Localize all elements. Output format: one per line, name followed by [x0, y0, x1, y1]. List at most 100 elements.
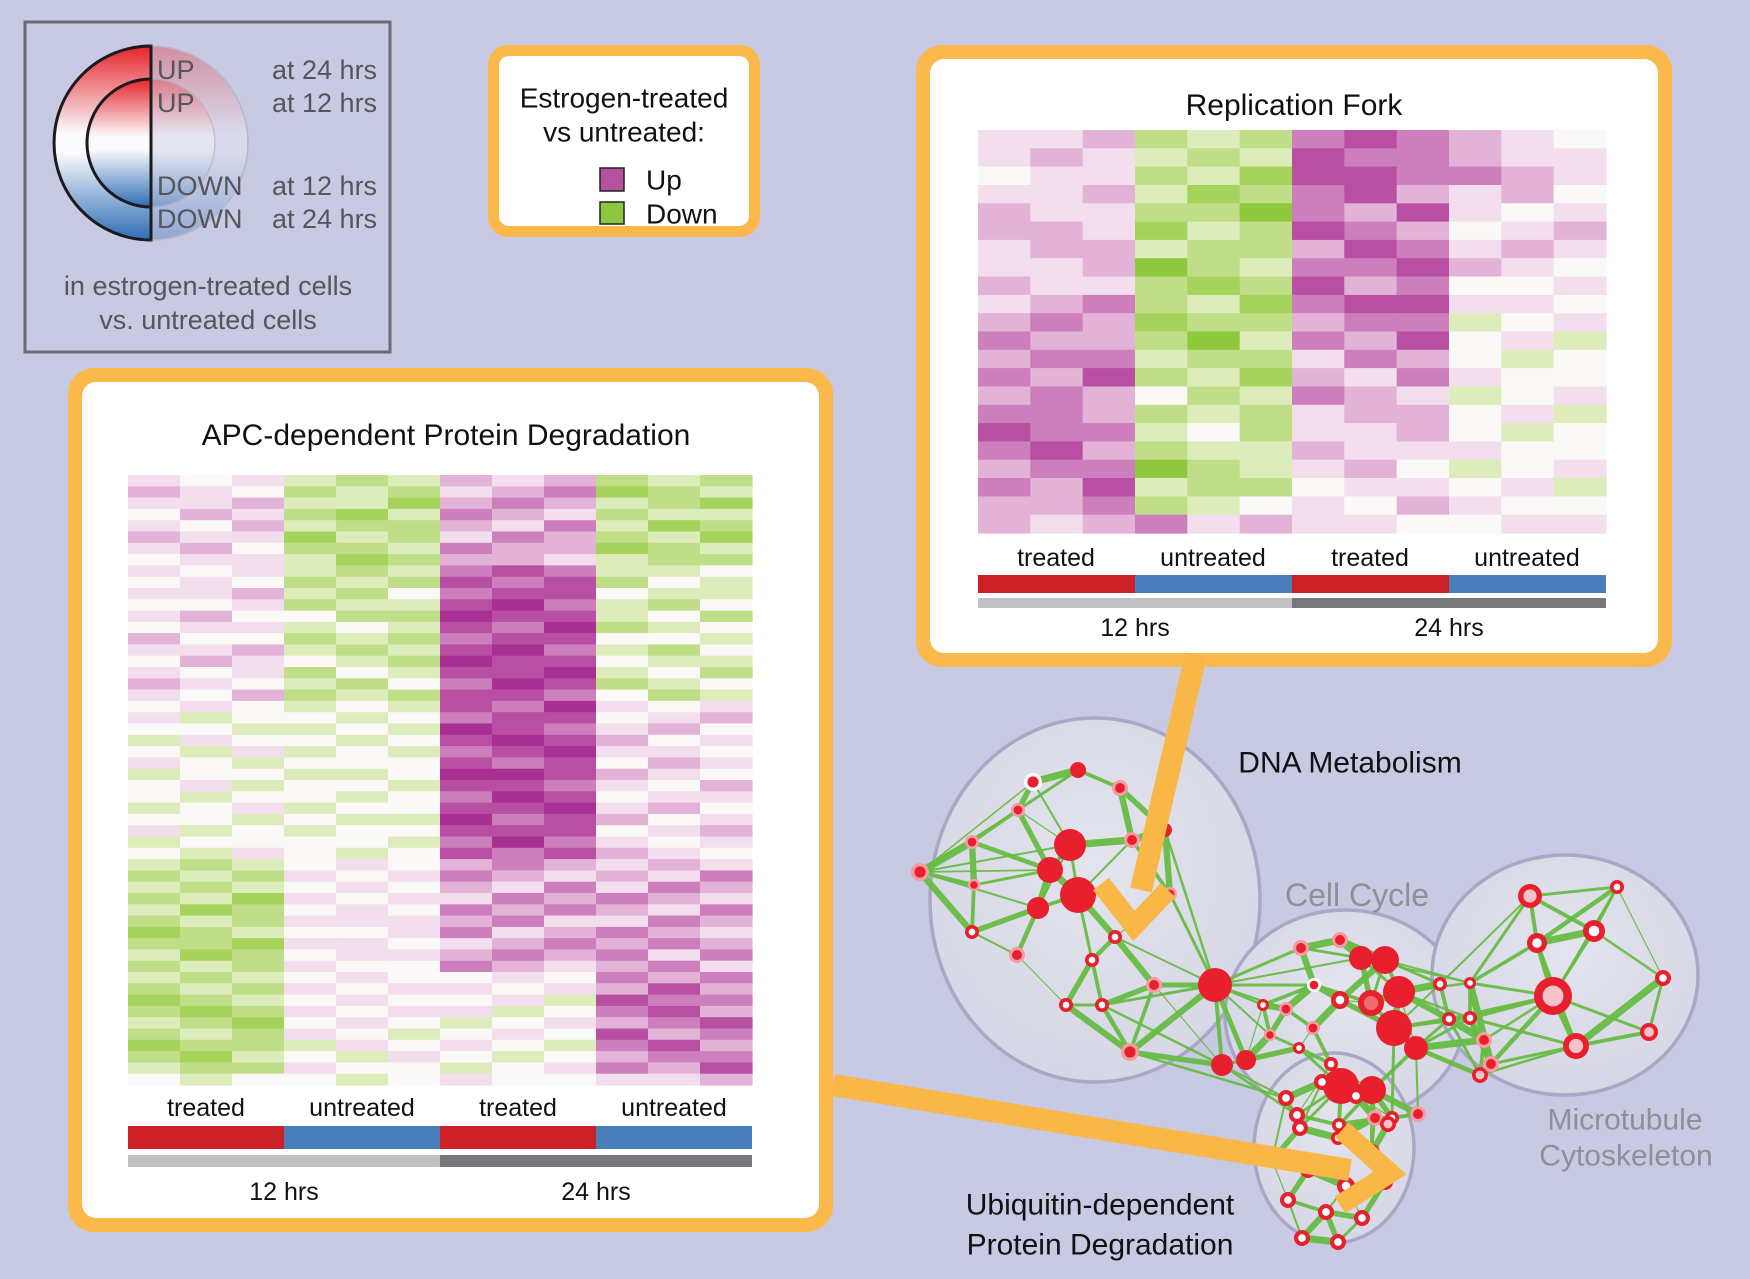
heatmap-cell [180, 689, 233, 702]
heatmap-cell [232, 757, 285, 770]
heatmap-cell [336, 791, 389, 804]
estrogen-key-background [499, 56, 749, 226]
heatmap-cell [648, 542, 701, 555]
heatmap-cell [440, 655, 493, 668]
network-node-core [1309, 980, 1319, 990]
heatmap-cell [128, 780, 181, 792]
heatmap-cell [1344, 386, 1398, 406]
heatmap-cell [544, 768, 597, 781]
updown-legend-border [23, 20, 392, 354]
heatmap-cell [180, 949, 233, 962]
heatmap-cell [1553, 313, 1607, 333]
heatmap-cell [232, 689, 285, 702]
heatmap-cell [284, 904, 337, 917]
network-edge [1296, 1063, 1332, 1116]
network-node [1371, 946, 1399, 974]
heatmap-cell [232, 588, 285, 600]
heatmap-cell [284, 520, 337, 533]
legend-footer-line2: vs. untreated cells [99, 305, 317, 335]
heatmap-cell [284, 475, 337, 487]
heatmap-cell [596, 508, 649, 521]
heatmap-cell [1292, 313, 1345, 333]
heatmap-cell [336, 960, 389, 973]
heatmap-cell [128, 633, 181, 645]
heatmap-cell [232, 565, 285, 578]
heatmap-cell [180, 757, 233, 770]
heatmap-cell [284, 768, 337, 781]
heatmap-cell [128, 791, 181, 804]
heatmap-cell [180, 836, 233, 849]
heatmap-cell [492, 938, 545, 950]
heatmap-cell [978, 331, 1031, 351]
network-edge [919, 844, 1071, 873]
heatmap-cell [336, 531, 389, 544]
heatmap-cell [1135, 203, 1188, 223]
heatmap-cell [596, 836, 649, 849]
heatmap-cell [284, 633, 337, 645]
heatmap-cell [388, 746, 441, 758]
heatmap-cell [232, 576, 285, 589]
network-node-core [1475, 1070, 1485, 1080]
heatmap-cell [180, 700, 233, 713]
heatmap-cell [440, 813, 493, 826]
heatmap-cell [336, 497, 389, 510]
heatmap-cell [596, 915, 649, 928]
heatmap-cell [284, 1028, 337, 1041]
heatmap-cell [232, 1051, 285, 1063]
heatmap-cell [1449, 203, 1502, 223]
heatmap-cell [1135, 148, 1188, 168]
heatmap-cell [1501, 514, 1555, 534]
key-up-label: Up [646, 165, 682, 196]
heatmap-cell [1082, 185, 1136, 204]
heatmap-cell [1553, 148, 1607, 168]
repfork-panel-title: Replication Fork [1186, 89, 1404, 122]
network-node-core [1370, 1113, 1380, 1123]
heatmap-cell [128, 576, 181, 589]
heatmap-cell [388, 633, 441, 645]
heatmap-cell [492, 621, 545, 634]
heatmap-cell [1187, 331, 1241, 351]
heatmap-cell [492, 508, 545, 521]
heatmap-cell [336, 847, 389, 860]
heatmap-cell [388, 678, 441, 691]
heatmap-cell [388, 825, 441, 838]
repfork-treated-bar-24 [1292, 575, 1449, 593]
cluster-label-ubiquitin-line2: Protein Degradation [967, 1229, 1234, 1262]
heatmap-cell [1082, 203, 1136, 223]
heatmap-cell [1553, 276, 1607, 296]
heatmap-cell [284, 870, 337, 883]
heatmap-cell [648, 1005, 701, 1018]
heatmap-cell [284, 734, 337, 747]
heatmap-cell [180, 994, 233, 1007]
heatmap-cell [1449, 313, 1502, 333]
heatmap-cell [978, 294, 1031, 314]
heatmap-cell [1082, 276, 1136, 296]
heatmap-cell [544, 904, 597, 917]
heatmap-cell [700, 960, 753, 973]
network-node [1060, 877, 1096, 913]
heatmap-cell [336, 633, 389, 645]
heatmap-cell [1082, 423, 1136, 442]
heatmap-cell [648, 599, 701, 612]
heatmap-cell [648, 994, 701, 1007]
heatmap-cell [978, 386, 1031, 406]
heatmap-cell [232, 486, 285, 499]
network-node-core [1327, 1060, 1335, 1068]
heatmap-cell [1082, 514, 1136, 534]
heatmap-cell [388, 847, 441, 860]
heatmap-cell [1449, 459, 1502, 479]
network-edge [1090, 959, 1104, 1006]
heatmap-cell [596, 926, 649, 939]
heatmap-cell [1449, 148, 1502, 168]
heatmap-cell [978, 276, 1031, 296]
arrow-stem-replication-fork-to-dna-metabolism [1130, 652, 1207, 893]
heatmap-cell [1239, 514, 1293, 534]
heatmap-cell [700, 712, 753, 725]
heatmap-cell [978, 423, 1031, 442]
heatmap-cell [492, 576, 545, 589]
heatmap-cell [440, 520, 493, 533]
heatmap-cell [648, 1039, 701, 1052]
heatmap-cell [648, 689, 701, 702]
heatmap-cell [336, 599, 389, 612]
heatmap-cell [544, 938, 597, 950]
